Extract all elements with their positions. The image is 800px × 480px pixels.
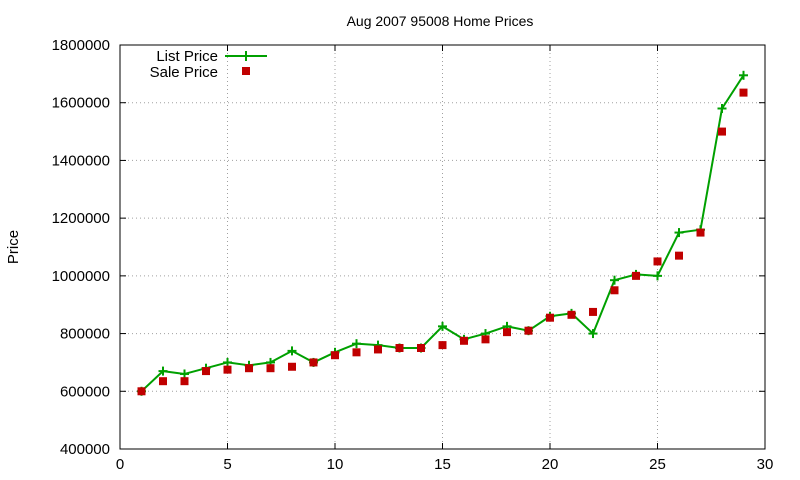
list-price-point	[588, 329, 598, 339]
sale-price-point	[223, 365, 232, 374]
y-tick-label: 1600000	[52, 95, 110, 112]
sale-price-point	[632, 271, 640, 280]
sale-price-point	[460, 336, 468, 345]
sale-price-point	[395, 344, 404, 352]
x-tick-label: 5	[223, 456, 231, 473]
legend-marker-sale-price	[242, 67, 250, 75]
sale-price-point	[374, 345, 382, 354]
sale-price-point	[546, 313, 554, 322]
y-tick-label: 400000	[60, 441, 110, 458]
sale-price-point	[567, 310, 576, 319]
grid-layer	[120, 45, 765, 449]
legend-marker-list-price	[241, 51, 251, 61]
y-tick-label: 600000	[60, 383, 110, 400]
list-price-point	[610, 275, 619, 285]
sale-price-point	[675, 251, 683, 260]
sale-price-point	[653, 257, 662, 266]
legend-label-sale-price: Sale Price	[150, 64, 218, 81]
x-tick-label: 10	[327, 456, 344, 473]
list-price-point	[674, 228, 684, 238]
list-price-point	[739, 70, 748, 80]
sale-price-point	[309, 358, 318, 367]
series-layer	[137, 70, 748, 396]
y-tick-label: 1400000	[52, 152, 110, 169]
ticks-layer: 0 5 10 15 20 25 30 400000 600000 800000 1000000 120…	[52, 37, 774, 473]
list-price-point	[287, 346, 297, 356]
y-tick-label: 800000	[60, 326, 110, 343]
x-tick-label: 20	[542, 456, 559, 473]
sale-price-point	[180, 377, 189, 386]
sale-price-point	[696, 228, 705, 237]
sale-price-point	[524, 326, 533, 335]
list-price-point	[158, 366, 168, 376]
sale-price-point	[739, 88, 748, 97]
list-price-point	[352, 339, 361, 349]
x-tick-label: 25	[649, 456, 666, 473]
y-tick-label: 1800000	[52, 37, 110, 54]
sale-price-point	[503, 328, 511, 337]
sale-price-point	[481, 335, 490, 344]
sale-price-point	[438, 341, 447, 350]
x-tick-label: 30	[757, 456, 774, 473]
legend: List Price Sale Price	[150, 48, 267, 81]
sale-price-point	[331, 351, 339, 360]
list-price-point	[223, 357, 232, 367]
sale-price-point	[266, 364, 275, 373]
list-price-point	[717, 103, 727, 113]
sale-price-point	[202, 367, 210, 376]
list-price-point	[438, 321, 447, 331]
y-tick-label: 1000000	[52, 268, 110, 285]
chart-title: Aug 2007 95008 Home Prices	[347, 13, 534, 29]
list-price-point	[180, 369, 189, 379]
y-tick-label: 1200000	[52, 210, 110, 227]
sale-price-point	[159, 377, 167, 386]
sale-price-point	[718, 127, 726, 136]
x-tick-label: 15	[434, 456, 451, 473]
sale-price-point	[417, 344, 425, 352]
sale-price-point	[589, 307, 597, 316]
sale-price-point	[288, 362, 296, 371]
y-axis-label: Price	[5, 230, 22, 264]
sale-price-point	[137, 387, 146, 396]
sale-price-point	[352, 348, 361, 357]
list-price-point	[653, 271, 662, 281]
sale-price-point	[610, 286, 619, 295]
legend-label-list-price: List Price	[156, 48, 218, 65]
x-tick-label: 0	[116, 456, 124, 473]
sale-price-point	[245, 364, 253, 373]
